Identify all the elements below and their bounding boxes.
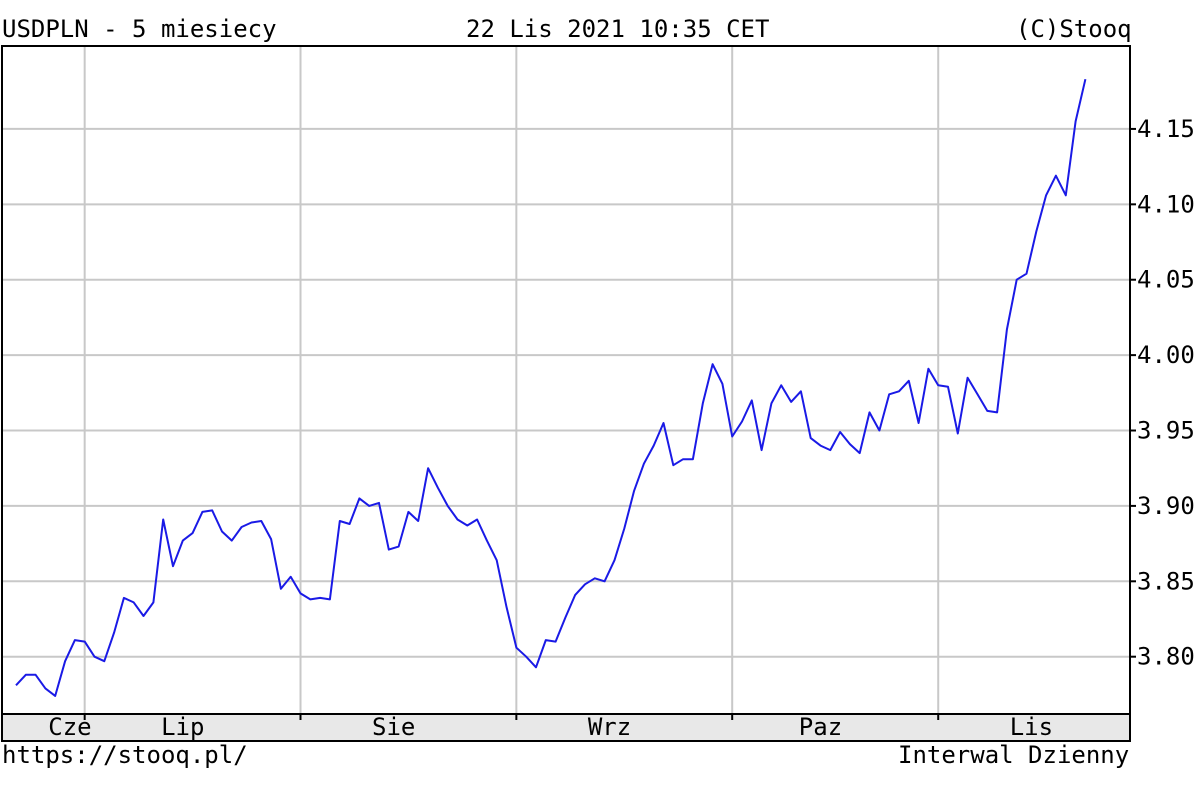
y-tick-label: 4.10 [1137,190,1195,218]
y-tick-label: 4.00 [1137,341,1195,369]
chart-grid [2,46,1130,714]
x-axis-band [1,713,1131,742]
price-line [15,78,1087,697]
copyright-label: (C)Stooq [1016,15,1132,43]
source-link[interactable]: https://stooq.pl/ [2,741,248,769]
chart-series [15,78,1087,697]
x-tick-label: Sie [372,713,415,741]
x-tick-label: Wrz [588,713,631,741]
y-tick-label: 4.15 [1137,115,1195,143]
y-tick-label: 4.05 [1137,266,1195,294]
interval-label: Interwal Dzienny [898,741,1130,769]
chart-frame [1,45,1131,742]
x-tick-label: Lip [161,713,204,741]
x-tick-label: Lis [1010,713,1053,741]
y-tick-label: 3.85 [1137,567,1195,595]
y-axis-ticks: 3.80 3.85 3.90 3.95 4.00 4.05 4.10 4.15 [1130,115,1195,671]
y-tick-label: 3.80 [1137,643,1195,671]
chart-timestamp: 22 Lis 2021 10:35 CET [466,15,770,43]
y-tick-label: 3.90 [1137,492,1195,520]
x-axis-ticks: Cze Lip Sie Wrz Paz Lis [48,713,1053,741]
x-tick-label: Cze [48,713,91,741]
y-tick-label: 3.95 [1137,417,1195,445]
x-tick-label: Paz [799,713,842,741]
chart-title: USDPLN - 5 miesiecy [2,15,277,43]
